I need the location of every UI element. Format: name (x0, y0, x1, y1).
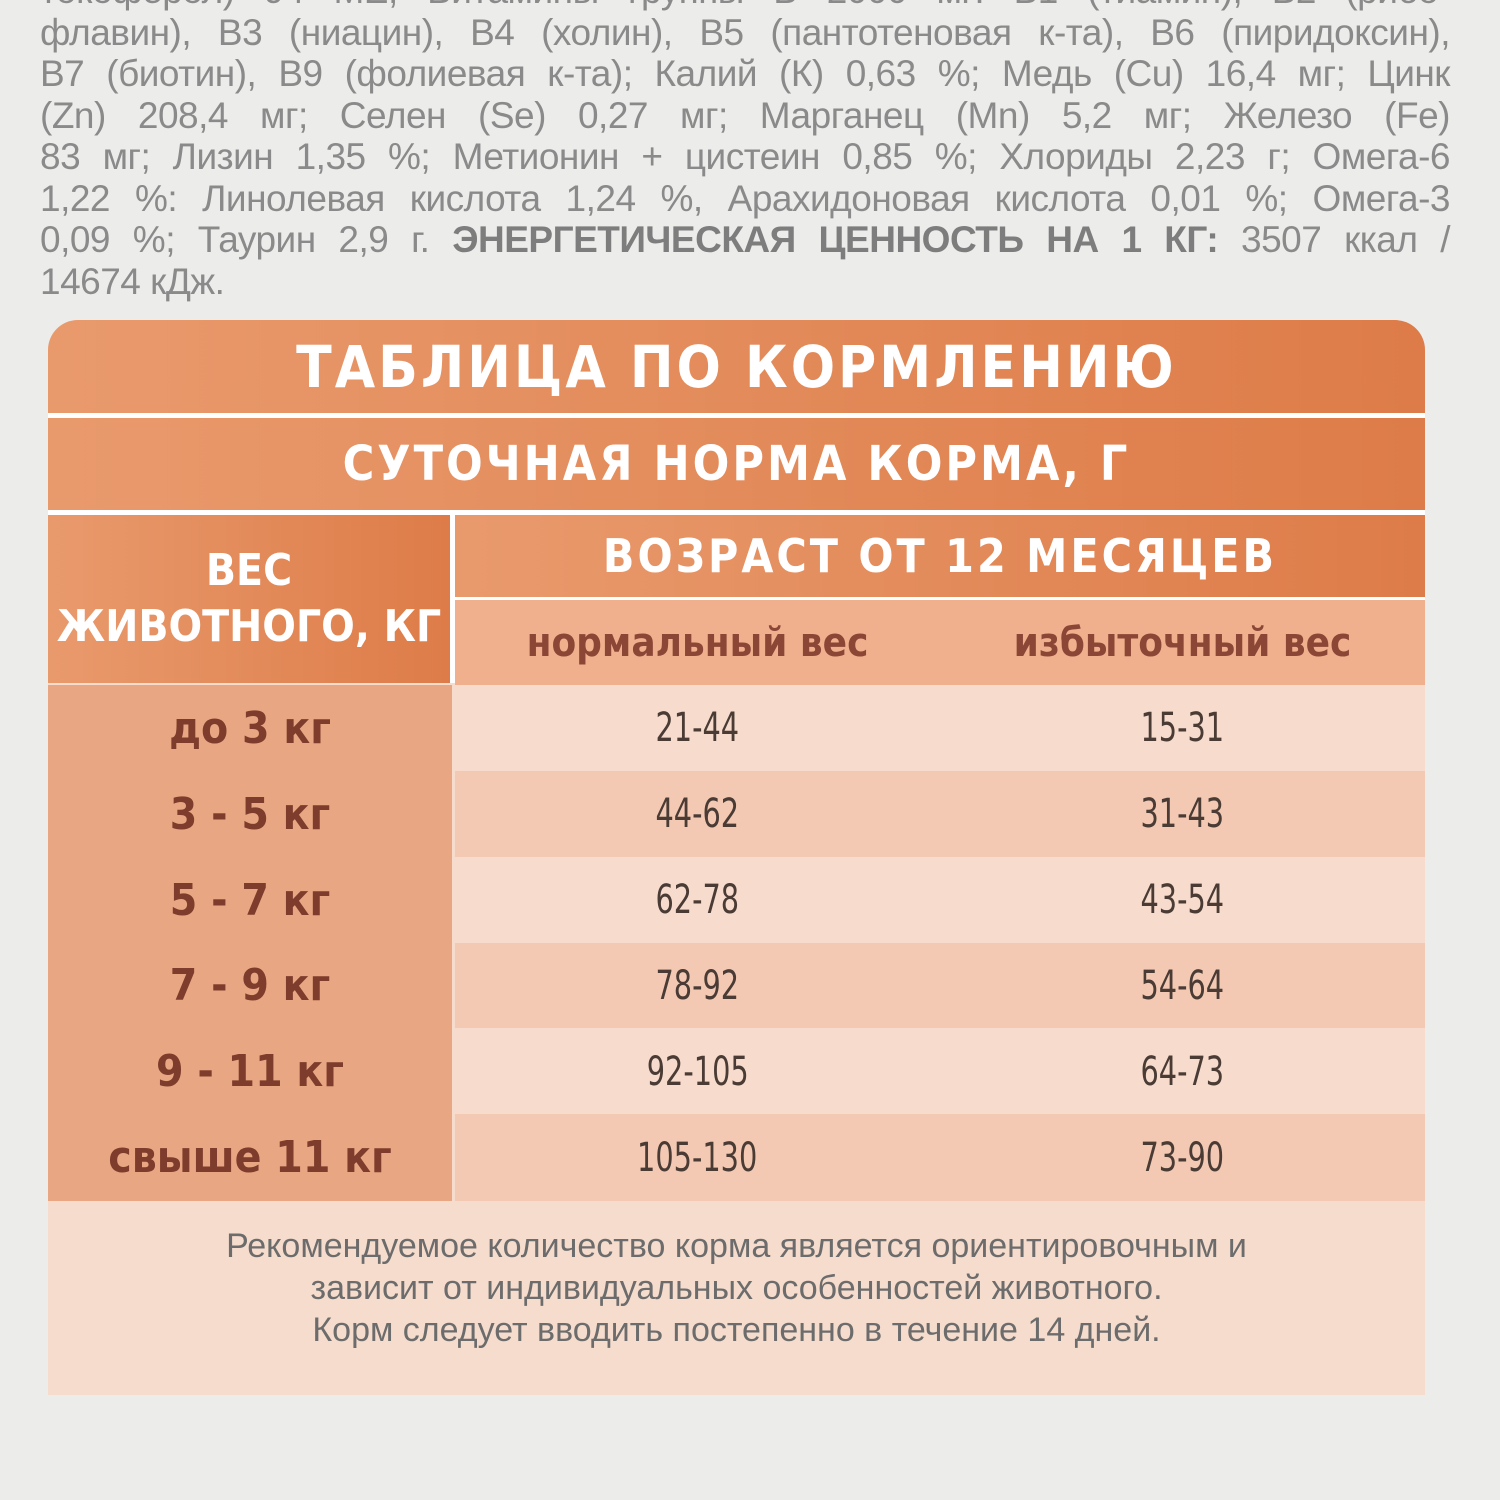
value-text: 31-43 (1140, 791, 1225, 838)
value-text: 43-54 (1140, 877, 1225, 924)
column-header: нормальный вес (526, 619, 869, 666)
weight-cell: 3 - 5 кг (48, 770, 452, 858)
value-text: 78-92 (655, 962, 740, 1009)
value-cell: 78-92 (455, 942, 940, 1030)
value-text: 73-90 (1140, 1134, 1225, 1181)
composition-line: 1,22 %: Линолевая кислота 1,24 %, Арахид… (40, 177, 1451, 219)
composition-line: 14674 кДж. (40, 260, 225, 302)
value-text: 21-44 (655, 705, 740, 752)
composition-line: 83 мг; Лизин 1,35 %; Метионин + цистеин … (40, 136, 1451, 177)
value-cell: 21-44 (455, 685, 940, 772)
value-cell: 62-78 (455, 856, 940, 944)
value-cell: 15-31 (940, 685, 1425, 772)
weight-cell: 9 - 11 кг (48, 1028, 452, 1116)
composition-line: токоферол) 94 МЕ; Витамины группы В 2000… (40, 0, 1451, 12)
value-text: 105-130 (637, 1134, 758, 1181)
table-subtitle: СУТОЧНАЯ НОРМА КОРМА, Г (48, 418, 1425, 510)
value-text: 15-31 (1140, 705, 1225, 752)
weight-header-line: ЖИВОТНОГО, КГ (56, 601, 442, 652)
note-line: зависит от индивидуальных особенностей ж… (310, 1269, 1163, 1307)
table-title: ТАБЛИЦА ПО КОРМЛЕНИЮ (48, 320, 1425, 413)
composition-text: 0,09 %; Таурин 2,9 г. (40, 219, 430, 260)
weight-cell: свыше 11 кг (48, 1114, 452, 1201)
value-cell: 31-43 (940, 770, 1425, 858)
weight-cell: 7 - 9 кг (48, 942, 452, 1030)
value-cell: 105-130 (455, 1114, 940, 1201)
age-header: ВОЗРАСТ ОТ 12 МЕСЯЦЕВ (455, 515, 1425, 597)
value-text: 64-73 (1140, 1048, 1225, 1095)
feeding-table: ТАБЛИЦА ПО КОРМЛЕНИЮ СУТОЧНАЯ НОРМА КОРМ… (48, 320, 1425, 1395)
value-cell: 44-62 (455, 770, 940, 858)
value-text: 54-64 (1140, 962, 1225, 1009)
weight-cell: 5 - 7 кг (48, 856, 452, 944)
composition-line: 0,09 %; Таурин 2,9 г. ЭНЕРГЕТИЧЕСКАЯ ЦЕН… (40, 219, 1451, 261)
value-cell: 64-73 (940, 1028, 1425, 1116)
composition-line: флавин), В3 (ниацин), В4 (холин), В5 (па… (40, 11, 1451, 53)
value-text: 62-78 (655, 877, 740, 924)
note-line: Рекомендуемое количество корма является … (226, 1227, 1247, 1265)
energy-value: 3507 ккал / (1241, 219, 1451, 260)
weight-header: ВЕС ЖИВОТНОГО, КГ (48, 515, 450, 683)
value-text: 44-62 (655, 791, 740, 838)
note-line: Корм следует вводить постепенно в течени… (312, 1311, 1161, 1349)
weight-cell: до 3 кг (48, 685, 452, 772)
weight-header-line: ВЕС (205, 545, 293, 596)
composition-line: В7 (биотин), В9 (фолиевая к-та); Калий (… (40, 53, 1451, 94)
value-cell: 73-90 (940, 1114, 1425, 1201)
value-cell: 54-64 (940, 942, 1425, 1030)
energy-label: ЭНЕРГЕТИЧЕСКАЯ ЦЕННОСТЬ НА 1 КГ: (452, 219, 1219, 260)
value-cell: 92-105 (455, 1028, 940, 1116)
value-cell: 43-54 (940, 856, 1425, 944)
composition-line: (Zn) 208,4 мг; Селен (Se) 0,27 мг; Марга… (40, 94, 1451, 136)
value-text: 92-105 (646, 1048, 749, 1095)
column-header: избыточный вес (1013, 619, 1352, 666)
